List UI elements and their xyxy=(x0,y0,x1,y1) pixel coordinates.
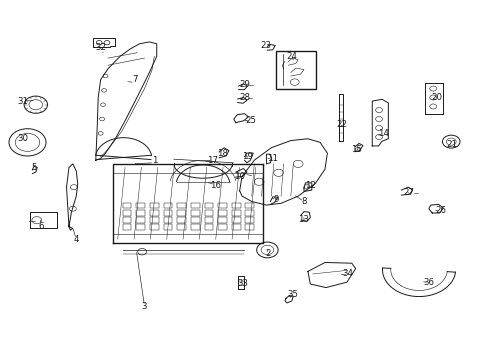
Text: 27: 27 xyxy=(403,188,413,197)
Text: 2: 2 xyxy=(264,249,270,258)
Text: 29: 29 xyxy=(239,81,250,90)
Bar xyxy=(218,203,226,208)
Bar xyxy=(177,217,185,223)
Text: 25: 25 xyxy=(245,116,256,125)
Bar xyxy=(163,224,172,230)
Bar xyxy=(150,203,158,208)
Text: 1: 1 xyxy=(151,156,157,165)
Text: 28: 28 xyxy=(239,93,250,102)
Bar xyxy=(190,203,199,208)
Text: 17: 17 xyxy=(207,156,218,165)
Text: 3: 3 xyxy=(142,302,147,311)
Text: 33: 33 xyxy=(237,279,248,288)
Bar xyxy=(163,210,172,216)
Text: 30: 30 xyxy=(18,134,29,143)
Bar xyxy=(204,224,213,230)
Bar xyxy=(122,224,131,230)
Text: 9: 9 xyxy=(273,195,278,204)
Bar xyxy=(231,217,240,223)
Text: 21: 21 xyxy=(446,140,456,149)
Bar xyxy=(231,224,240,230)
Bar xyxy=(122,217,131,223)
Bar xyxy=(218,224,226,230)
Bar xyxy=(190,217,199,223)
Bar xyxy=(231,203,240,208)
Bar xyxy=(163,203,172,208)
Text: 10: 10 xyxy=(234,172,244,181)
Bar xyxy=(150,210,158,216)
Bar xyxy=(177,203,185,208)
Bar xyxy=(163,217,172,223)
Text: 4: 4 xyxy=(73,235,79,244)
Bar xyxy=(204,217,213,223)
Bar xyxy=(190,210,199,216)
Text: 11: 11 xyxy=(266,154,277,163)
Text: 6: 6 xyxy=(38,222,43,231)
Bar xyxy=(218,210,226,216)
Text: 19: 19 xyxy=(242,152,253,161)
Text: 5: 5 xyxy=(31,163,37,172)
Bar xyxy=(122,210,131,216)
Bar xyxy=(122,203,131,208)
Bar xyxy=(136,217,145,223)
Bar xyxy=(177,210,185,216)
Bar xyxy=(204,203,213,208)
Text: 18: 18 xyxy=(217,149,227,158)
Bar xyxy=(245,203,254,208)
Bar xyxy=(245,217,254,223)
Bar xyxy=(245,210,254,216)
Bar xyxy=(136,203,145,208)
Text: 32: 32 xyxy=(96,43,106,52)
Text: 7: 7 xyxy=(132,75,137,84)
Text: 12: 12 xyxy=(304,181,315,190)
Bar xyxy=(190,224,199,230)
Text: 22: 22 xyxy=(336,120,347,129)
Text: 34: 34 xyxy=(342,269,353,278)
Text: 8: 8 xyxy=(301,197,306,206)
Text: 16: 16 xyxy=(209,181,220,190)
Text: 14: 14 xyxy=(377,129,388,138)
Text: 36: 36 xyxy=(423,278,433,287)
Text: 13: 13 xyxy=(298,215,309,224)
Bar xyxy=(245,224,254,230)
Bar xyxy=(136,210,145,216)
Text: 24: 24 xyxy=(286,52,297,61)
Bar xyxy=(218,217,226,223)
Bar xyxy=(136,224,145,230)
Text: 31: 31 xyxy=(18,96,29,105)
Text: 26: 26 xyxy=(435,206,446,215)
Text: 20: 20 xyxy=(431,93,442,102)
Text: 15: 15 xyxy=(350,145,362,154)
Bar xyxy=(150,217,158,223)
Bar xyxy=(150,224,158,230)
Bar xyxy=(204,210,213,216)
Text: 35: 35 xyxy=(287,290,298,299)
Bar xyxy=(231,210,240,216)
Bar xyxy=(177,224,185,230)
Text: 23: 23 xyxy=(260,41,270,50)
Bar xyxy=(276,51,316,89)
